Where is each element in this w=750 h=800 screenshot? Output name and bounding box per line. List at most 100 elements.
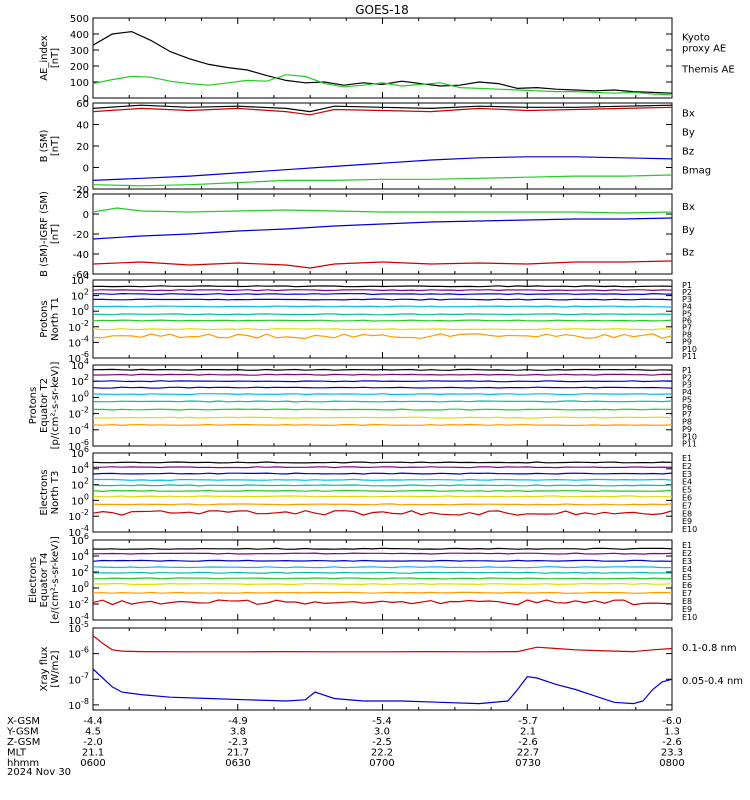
y-tick-label: -20	[73, 185, 89, 196]
y-tick-label: 0	[83, 94, 89, 105]
y-tick-label: 10-8	[68, 697, 89, 712]
footer-row-label: hhmm	[7, 758, 39, 769]
y-tick-label: 60	[76, 99, 89, 110]
series-line	[92, 635, 673, 653]
legend-entry: E6	[682, 581, 692, 590]
panel-ae: 500 400 300 200 100 0 AE_index[nT] Kyoto proxy A…	[39, 14, 735, 105]
legend-entry: P11	[682, 352, 697, 361]
legend-entry: 0.1-0.8 nm	[682, 643, 737, 654]
legend-entry: P5	[682, 395, 692, 404]
series-line	[92, 489, 673, 493]
panel-frame	[92, 279, 673, 359]
footer-value: 0600	[80, 758, 105, 769]
footer-value: 0630	[225, 758, 250, 769]
series-line	[92, 393, 673, 396]
legend-entry: Bz	[682, 248, 694, 259]
footer-value: -5.4	[372, 716, 392, 727]
legend-entry: Bmag	[682, 166, 711, 177]
footer-value: 23.3	[661, 748, 683, 759]
series-line	[92, 333, 673, 340]
legend-entry: Themis AE	[681, 64, 735, 75]
legend-entry: P6	[682, 316, 692, 325]
legend-entry: P1	[682, 366, 692, 375]
legend-entry: 0.05-0.4 nm	[682, 676, 743, 687]
legend-entry: E7	[682, 589, 692, 598]
series-line	[93, 373, 673, 376]
legend-entry: E2	[682, 549, 692, 558]
legend-entry: P7	[682, 324, 692, 333]
panel-bsm: 60 40 20 0 -20 B (SM)[nT] Bx By Bz Bmag	[39, 99, 711, 196]
footer-value: -2.3	[228, 737, 248, 748]
y-tick-label: -60	[73, 270, 89, 281]
y-tick-label: 10-4	[68, 334, 89, 349]
y-tick-label: 300	[70, 46, 89, 57]
footer-value: 4.5	[85, 727, 101, 738]
y-tick-label: 100	[71, 389, 89, 404]
y-tick-label: 100	[71, 492, 89, 507]
footer-value: -6.0	[662, 716, 682, 727]
legend-entry: P7	[682, 410, 692, 419]
legend-entry: P10	[682, 345, 697, 354]
y-axis-label: ElectronsNorth T3	[39, 469, 61, 515]
y-tick-label: 200	[70, 62, 89, 73]
legend-entry: E7	[682, 501, 692, 510]
series-line	[92, 305, 673, 308]
chart-title: GOES-18	[355, 3, 409, 17]
y-axis-label: B (SM)[nT]	[39, 129, 61, 162]
y-tick-label: 20	[76, 142, 89, 153]
series-line	[92, 503, 673, 506]
panel-frame	[92, 364, 673, 447]
series-line	[92, 668, 673, 705]
series-line	[92, 174, 673, 187]
y-axis-label: B (SM)-IGRF (SM)[nT]	[39, 191, 61, 277]
footer-value: 0700	[369, 758, 394, 769]
legend-entry: P1	[682, 281, 692, 290]
y-tick-label: 100	[70, 78, 89, 89]
legend-entry: E3	[682, 470, 692, 479]
panel-bdiff: 20 0 -20 -40 -60 B (SM)-IGRF (SM)[nT] Bx By Bz	[39, 190, 695, 281]
series-line	[92, 466, 673, 469]
footer-value: 22.2	[371, 748, 393, 759]
series-line	[92, 104, 673, 113]
series-line	[92, 156, 673, 181]
legend-entry: E1	[682, 454, 692, 463]
legend-entry: E9	[682, 517, 692, 526]
legend-entry: E8	[682, 509, 692, 518]
legend-entry: E10	[682, 613, 697, 622]
y-tick-label: 104	[71, 548, 89, 563]
series-line	[92, 552, 673, 555]
series-line	[92, 591, 673, 594]
footer-row-label: Y-GSM	[6, 727, 39, 738]
series-line	[92, 495, 672, 498]
legend-entry: E4	[682, 478, 692, 487]
y-tick-label: 10-2	[68, 508, 89, 523]
y-tick-label: 10-6	[68, 646, 89, 661]
footer-value: -5.7	[518, 716, 538, 727]
footer-value: 0800	[659, 758, 684, 769]
y-tick-label: 10-2	[68, 406, 89, 421]
y-tick-label: 0	[83, 164, 89, 175]
legend-entry: E6	[682, 494, 692, 503]
y-axis-label: AE_index[nT]	[39, 35, 61, 81]
series-line	[93, 380, 672, 383]
footer-value: 22.7	[517, 748, 539, 759]
y-tick-label: 10-2	[68, 319, 89, 334]
series-line	[92, 510, 673, 516]
y-tick-label: 0	[83, 210, 89, 221]
footer-row-label: X-GSM	[7, 716, 40, 727]
series-line	[92, 386, 673, 389]
legend-entry: P8	[682, 418, 692, 427]
legend-entry: E5	[682, 573, 692, 582]
series-line	[92, 547, 673, 550]
series-line	[92, 400, 673, 403]
series-line	[92, 582, 673, 586]
legend-entry: Bz	[682, 147, 694, 158]
series-line	[93, 408, 673, 411]
date-label: 2024 Nov 30	[7, 767, 71, 778]
legend-entry: E4	[682, 565, 692, 574]
footer-value: 1.3	[664, 727, 680, 738]
footer-value: -2.5	[372, 737, 392, 748]
